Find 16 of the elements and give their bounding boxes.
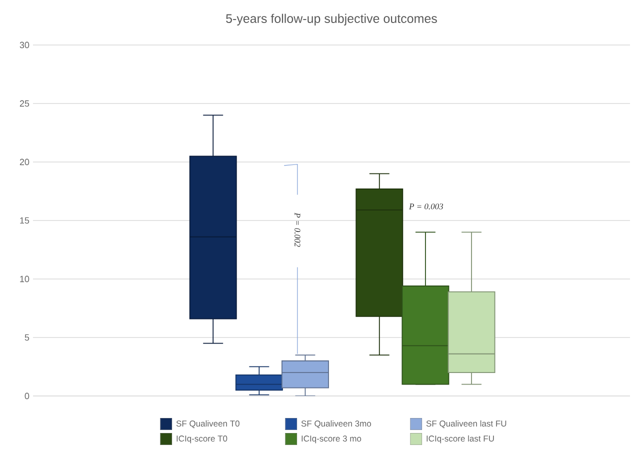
annotation: P = 0.003 [408, 204, 444, 210]
chart-title: 5-years follow-up subjective outcomes [226, 14, 437, 26]
y-tick-label: 10 [20, 276, 30, 282]
y-tick-label: 5 [24, 334, 30, 341]
legend-label: SF Qualiveen last FU [426, 420, 506, 428]
legend-label: ICIq-score 3 mo [302, 436, 362, 444]
y-tick-label: 25 [20, 100, 30, 107]
y-tick-label: 20 [20, 158, 30, 166]
legend-label: SF Qualiveen 3mo [301, 420, 372, 428]
y-tick-label: 15 [20, 217, 30, 224]
legend-label: SF Qualiveen T0 [176, 420, 240, 428]
annotation: P = 0.002 [294, 212, 300, 247]
y-tick-label: 30 [20, 42, 30, 48]
y-tick-label: 0 [24, 392, 30, 400]
legend-label: ICIq-score last FU [426, 435, 494, 444]
legend-label: ICIq-score T0 [176, 436, 228, 444]
